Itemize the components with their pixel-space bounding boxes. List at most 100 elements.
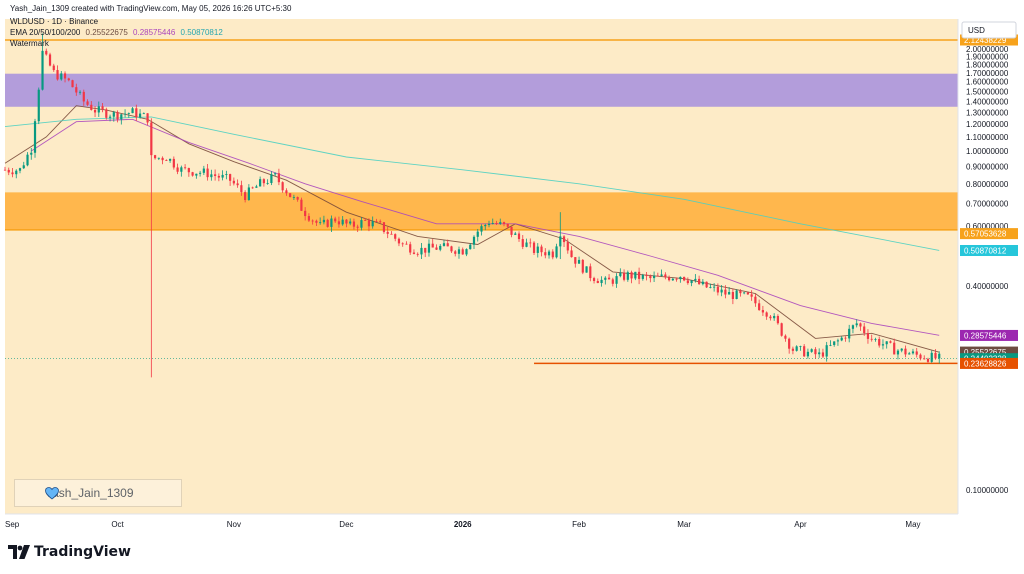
candle-down (244, 192, 247, 201)
candle-up (484, 225, 487, 227)
currency-box[interactable] (961, 21, 1017, 39)
candle-up (908, 353, 911, 355)
watermark-legend[interactable]: Watermark (10, 39, 49, 48)
candle-up (930, 352, 933, 362)
candle-down (566, 242, 569, 251)
candle-down (401, 243, 404, 245)
price-label-box (960, 346, 1018, 358)
ema-legend-label: EMA 20/50/100/200 (10, 28, 81, 37)
candle-down (529, 242, 532, 244)
candle-down (630, 272, 633, 279)
candle-down (45, 50, 48, 55)
ema200-value: 0.50870812 (180, 28, 223, 37)
candle-down (788, 338, 791, 349)
time-tick-label: Sep (5, 520, 20, 529)
candle-up (123, 113, 127, 115)
candle-up (728, 292, 731, 295)
candle-up (555, 246, 558, 258)
time-tick-label: Dec (339, 520, 353, 529)
candle-down (93, 109, 97, 113)
candle-down (731, 292, 734, 299)
tradingview-logo[interactable]: TradingView (8, 544, 131, 560)
candle-down (397, 238, 401, 244)
candle-down (716, 286, 719, 293)
candle-down (769, 316, 772, 319)
price-label-box (960, 245, 1018, 257)
candle-up (225, 174, 228, 175)
price-tick-label: 1.90000000 (966, 52, 1009, 61)
candle-up (833, 341, 836, 345)
price-label-text: 0.57053628 (964, 230, 1007, 239)
candle-down (574, 257, 577, 264)
symbol-title[interactable]: WLDUSD · 1D · Binance (10, 17, 99, 26)
candle-down (191, 172, 194, 176)
candle-down (656, 275, 659, 277)
candle-up (255, 186, 258, 188)
candle-up (168, 158, 172, 161)
price-tick-label: 0.60000000 (966, 222, 1009, 231)
candle-up (619, 272, 622, 277)
candle-up (360, 220, 363, 228)
candle-up (806, 351, 810, 357)
candle-down (240, 185, 243, 193)
candle-down (934, 352, 937, 359)
candle-up (694, 278, 697, 281)
candle-down (532, 242, 536, 253)
candle-down (540, 246, 543, 253)
candle-up (690, 280, 693, 284)
candle-up (491, 222, 494, 224)
candles-layer (3, 33, 941, 378)
currency-label[interactable]: USD (968, 26, 985, 35)
candle-down (645, 274, 648, 277)
candle-up (829, 344, 832, 346)
candle-up (818, 352, 821, 355)
candle-down (86, 101, 89, 105)
candle-down (334, 218, 337, 222)
candle-down (889, 341, 892, 343)
candle-down (919, 354, 922, 359)
candle-down (277, 173, 280, 183)
candle-up (514, 233, 517, 235)
candle-down (424, 247, 427, 253)
price-tick-label: 0.90000000 (966, 162, 1009, 171)
candle-up (142, 113, 145, 115)
candle-up (713, 286, 716, 288)
candle-up (97, 106, 100, 113)
candle-up (18, 168, 22, 171)
candle-up (127, 113, 130, 114)
candle-up (120, 114, 123, 120)
candle-up (472, 236, 476, 245)
candle-up (15, 170, 18, 175)
price-label-text: 0.25522675 (964, 348, 1007, 357)
candle-up (180, 167, 183, 172)
candle-up (885, 341, 888, 345)
price-tick-label: 1.80000000 (966, 60, 1009, 69)
candle-up (615, 276, 618, 284)
candle-down (405, 243, 408, 245)
candle-down (570, 250, 573, 258)
candle-up (701, 281, 704, 285)
ema-legend[interactable]: EMA 20/50/100/200 0.25522675 0.28575446 … (10, 28, 223, 37)
price-tick-label: 1.70000000 (966, 69, 1009, 78)
candle-up (37, 89, 40, 122)
candle-down (229, 174, 232, 181)
candle-down (206, 168, 209, 178)
candle-up (671, 278, 674, 281)
price-tick-label: 0.70000000 (966, 199, 1009, 208)
candle-down (814, 349, 817, 355)
candle-up (30, 152, 33, 155)
candle-down (761, 310, 764, 313)
candle-down (446, 243, 449, 247)
candle-down (172, 158, 175, 168)
candle-down (878, 338, 881, 346)
candle-up (874, 338, 877, 340)
candle-down (416, 253, 419, 255)
candle-down (67, 78, 70, 81)
candle-down (82, 91, 85, 102)
candle-up (247, 187, 250, 201)
candle-down (345, 219, 348, 224)
candle-down (161, 157, 164, 161)
candle-down (105, 109, 108, 118)
candle-up (221, 174, 224, 178)
